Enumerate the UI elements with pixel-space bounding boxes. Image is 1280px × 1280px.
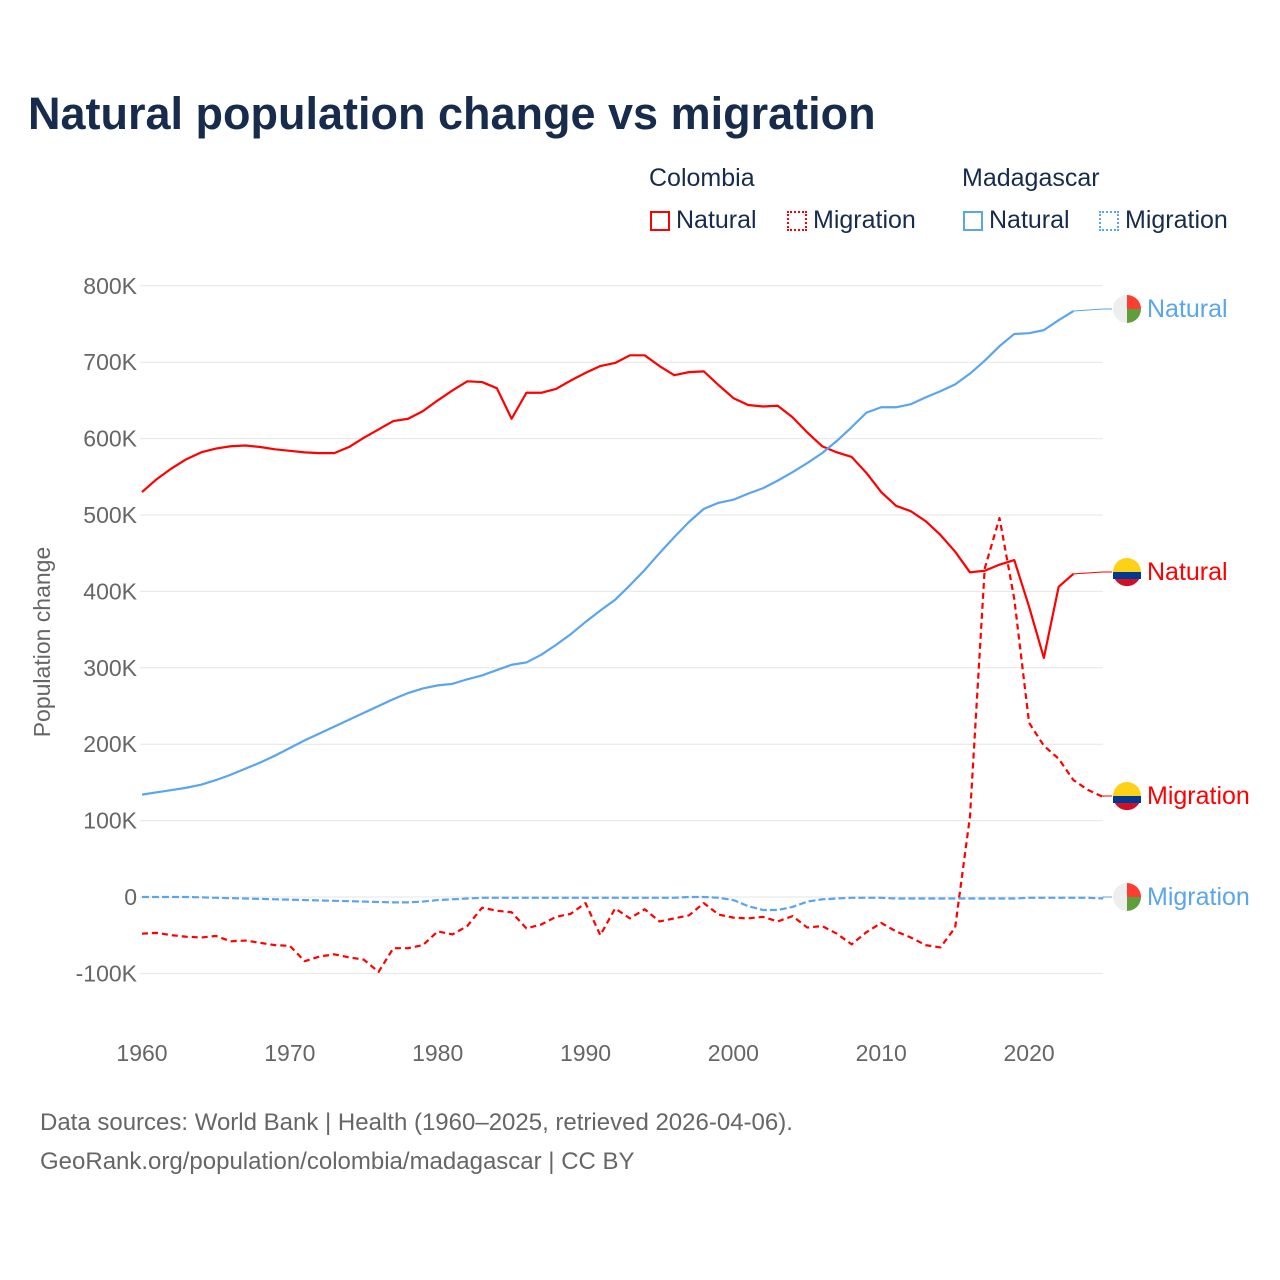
y-tick-label: 600K	[83, 426, 137, 452]
colombia-flag-icon	[1113, 558, 1141, 572]
label-connector	[1102, 896, 1112, 899]
legend-group-colombia: Colombia	[649, 164, 755, 192]
legend-madagascar-migration[interactable]: Migration	[1099, 206, 1228, 235]
footer-sources: Data sources: World Bank | Health (1960–…	[40, 1109, 793, 1136]
y-tick-label: 800K	[83, 273, 137, 299]
chart-title: Natural population change vs migration	[28, 88, 876, 139]
x-tick-label: 1970	[264, 1040, 315, 1066]
series-line-colombia-migration	[141, 516, 1104, 973]
legend-label: Natural	[676, 206, 757, 234]
y-tick-label: -100K	[76, 960, 138, 986]
series-line-madagascar-natural	[141, 310, 1075, 796]
x-tick-label: 1990	[560, 1040, 611, 1066]
flag-stripe-blue	[1113, 572, 1141, 579]
legend-label: Migration	[1125, 206, 1228, 234]
label-connector	[1102, 795, 1112, 797]
y-tick-label: 500K	[83, 502, 137, 528]
legend-swatch-solid-blue	[963, 210, 983, 231]
x-tick-label: 1980	[412, 1040, 463, 1066]
flag-green	[1127, 309, 1141, 323]
series-end-label: Natural	[1147, 558, 1228, 586]
flag-stripe-red	[1114, 803, 1140, 811]
legend-colombia-natural[interactable]: Natural	[650, 206, 757, 235]
series-end-label: Migration	[1147, 883, 1250, 911]
x-tick-label: 2000	[708, 1040, 759, 1066]
legend-swatch-solid-red	[650, 210, 670, 231]
series-line-madagascar-migration	[142, 895, 1104, 912]
flag-green	[1127, 897, 1141, 911]
legend-swatch-dotted-red	[787, 210, 807, 231]
legend-swatch-dotted-blue	[1099, 210, 1119, 231]
legend-label: Natural	[989, 206, 1070, 234]
legend-group-madagascar: Madagascar	[962, 164, 1100, 192]
y-tick-label: 700K	[83, 349, 137, 375]
x-tick-label: 1960	[116, 1040, 167, 1066]
flag-red	[1127, 295, 1141, 309]
y-tick-label: 100K	[83, 808, 137, 834]
y-tick-label: 0	[124, 884, 137, 910]
footer-url: GeoRank.org/population/colombia/madagasc…	[40, 1148, 635, 1175]
y-tick-label: 300K	[83, 655, 137, 681]
flag-red	[1127, 883, 1141, 897]
series-end-label: Migration	[1147, 782, 1250, 810]
label-connector	[1073, 308, 1112, 312]
series-end-label: Natural	[1147, 295, 1228, 323]
x-tick-label: 2020	[1003, 1040, 1054, 1066]
series-line-colombia-natural	[141, 354, 1075, 659]
flag-stripe-red	[1114, 579, 1140, 587]
y-tick-label: 200K	[83, 731, 137, 757]
label-connector	[1073, 571, 1112, 575]
legend-label: Migration	[813, 206, 916, 234]
flag-stripe-blue	[1113, 796, 1141, 803]
y-axis-label: Population change	[29, 547, 55, 738]
x-tick-label: 2010	[856, 1040, 907, 1066]
colombia-flag-icon	[1113, 782, 1141, 796]
y-tick-label: 400K	[83, 578, 137, 604]
legend-colombia-migration[interactable]: Migration	[787, 206, 916, 235]
legend-madagascar-natural[interactable]: Natural	[963, 206, 1070, 235]
